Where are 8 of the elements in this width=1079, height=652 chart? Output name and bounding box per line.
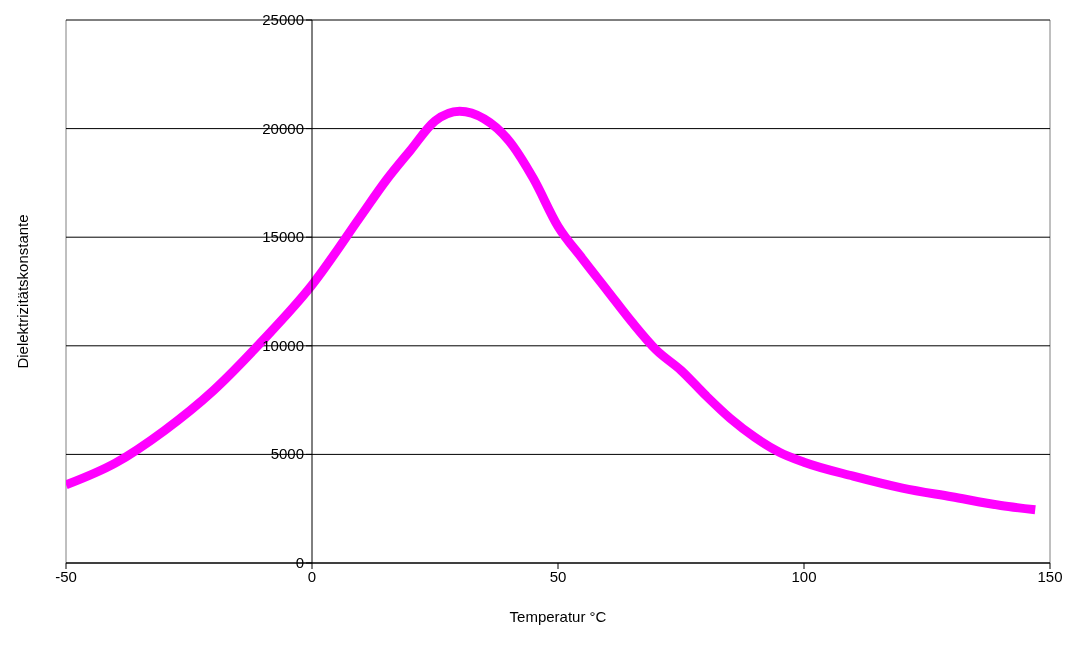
x-axis-title: Temperatur °C: [509, 608, 607, 625]
x-tick-label: 100: [791, 567, 817, 585]
x-tick-label: -50: [55, 567, 77, 585]
x-tick-label: 0: [307, 567, 317, 585]
y-axis-title: Dielektrizitätskonstante: [14, 214, 31, 369]
y-tick-label: 25000: [262, 11, 304, 28]
x-tick-label: 50: [549, 567, 567, 585]
x-tick-label: 150: [1037, 567, 1063, 585]
